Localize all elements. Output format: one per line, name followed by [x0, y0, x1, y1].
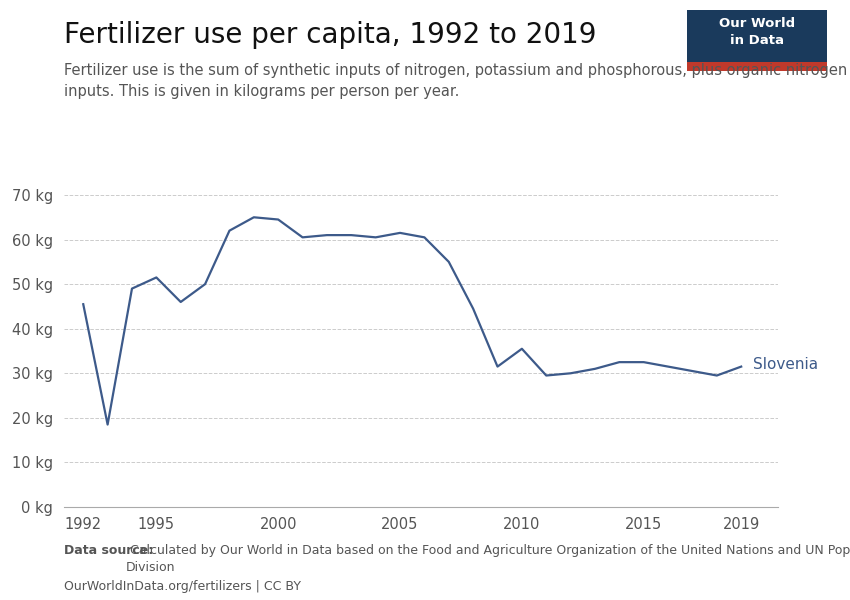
Text: Our World
in Data: Our World in Data [719, 17, 795, 47]
Text: Fertilizer use per capita, 1992 to 2019: Fertilizer use per capita, 1992 to 2019 [64, 21, 596, 49]
Text: Slovenia: Slovenia [753, 357, 819, 372]
Text: OurWorldInData.org/fertilizers | CC BY: OurWorldInData.org/fertilizers | CC BY [64, 580, 301, 593]
Text: Calculated by Our World in Data based on the Food and Agriculture Organization o: Calculated by Our World in Data based on… [126, 544, 850, 574]
Text: Data source:: Data source: [64, 544, 153, 557]
Text: Fertilizer use is the sum of synthetic inputs of nitrogen, potassium and phospho: Fertilizer use is the sum of synthetic i… [64, 63, 847, 99]
